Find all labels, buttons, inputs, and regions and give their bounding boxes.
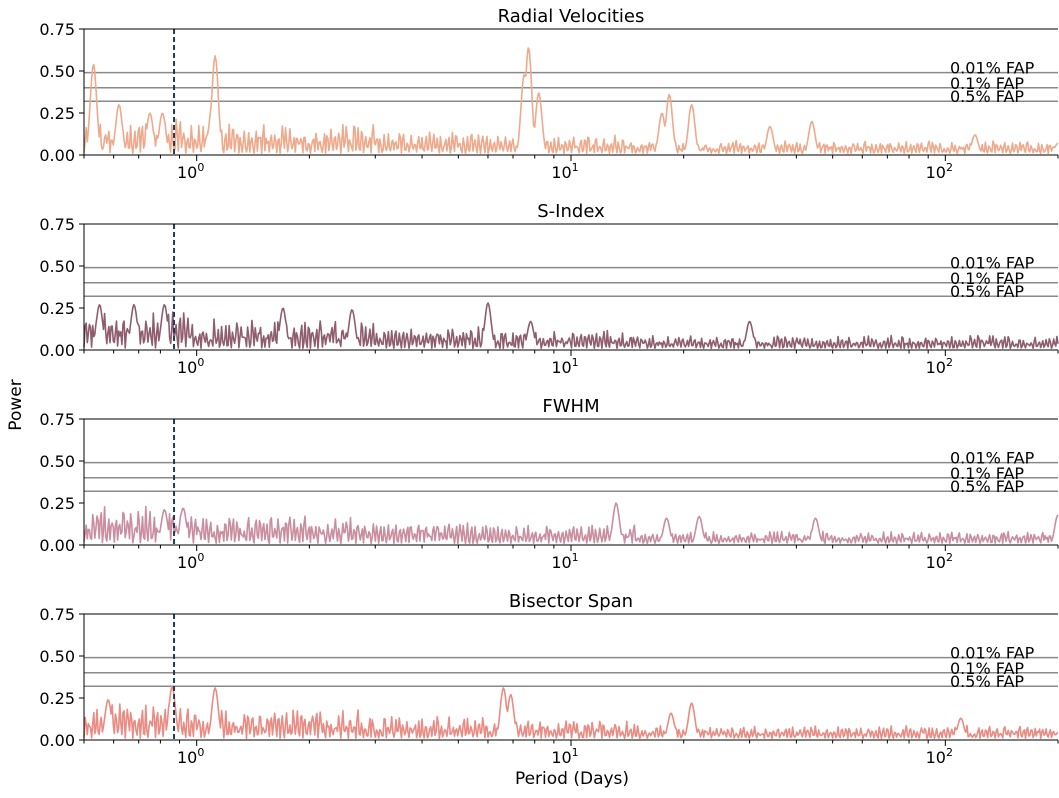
fap-label: 0.01% FAP bbox=[950, 644, 1035, 663]
y-tick-label: 0.50 bbox=[39, 257, 75, 276]
y-tick-label: 0.00 bbox=[39, 146, 75, 165]
x-tick-base: 10 bbox=[926, 163, 946, 182]
x-tick-label: 101 bbox=[551, 161, 578, 182]
fap-label: 0.1% FAP bbox=[950, 269, 1024, 288]
y-tick-label: 0.50 bbox=[39, 452, 75, 471]
x-tick-label: 102 bbox=[926, 551, 953, 572]
y-tick-label: 0.25 bbox=[39, 104, 75, 123]
y-tick-label: 0.00 bbox=[39, 731, 75, 750]
x-tick-exponent: 2 bbox=[946, 746, 953, 759]
x-tick-exponent: 1 bbox=[572, 746, 579, 759]
y-tick-label: 0.25 bbox=[39, 299, 75, 318]
x-tick-exponent: 1 bbox=[572, 161, 579, 174]
x-tick-label: 102 bbox=[926, 746, 953, 767]
y-axis-label: Power bbox=[6, 379, 26, 430]
x-tick-base: 10 bbox=[926, 748, 946, 767]
x-axis-label: Period (Days) bbox=[515, 769, 629, 789]
x-tick-base: 10 bbox=[551, 163, 571, 182]
fap-label: 0.5% FAP bbox=[950, 672, 1024, 691]
x-tick-base: 10 bbox=[177, 748, 197, 767]
x-tick-label: 102 bbox=[926, 356, 953, 377]
series-line bbox=[83, 47, 1059, 155]
fap-label: 0.01% FAP bbox=[950, 449, 1035, 468]
y-tick-label: 0.75 bbox=[39, 410, 75, 429]
x-tick-base: 10 bbox=[551, 748, 571, 767]
fap-label: 0.01% FAP bbox=[950, 254, 1035, 273]
x-tick-exponent: 0 bbox=[197, 746, 204, 759]
fap-label: 0.1% FAP bbox=[950, 659, 1024, 678]
series-line bbox=[83, 302, 1059, 350]
x-tick-label: 101 bbox=[551, 551, 578, 572]
fap-label: 0.5% FAP bbox=[950, 282, 1024, 301]
fap-label: 0.5% FAP bbox=[950, 477, 1024, 496]
x-tick-exponent: 2 bbox=[946, 356, 953, 369]
x-tick-base: 10 bbox=[177, 553, 197, 572]
panel-title: FWHM bbox=[542, 396, 599, 417]
fap-label: 0.5% FAP bbox=[950, 87, 1024, 106]
series-line bbox=[83, 685, 1059, 740]
x-tick-exponent: 2 bbox=[946, 161, 953, 174]
x-tick-label: 101 bbox=[551, 746, 578, 767]
y-tick-label: 0.50 bbox=[39, 647, 75, 666]
y-tick-label: 0.00 bbox=[39, 341, 75, 360]
y-tick-label: 0.25 bbox=[39, 689, 75, 708]
x-tick-base: 10 bbox=[551, 553, 571, 572]
panel-title: Bisector Span bbox=[509, 591, 633, 612]
x-tick-base: 10 bbox=[926, 358, 946, 377]
x-tick-label: 100 bbox=[177, 356, 204, 377]
x-tick-label: 100 bbox=[177, 551, 204, 572]
x-tick-exponent: 2 bbox=[946, 551, 953, 564]
x-tick-exponent: 1 bbox=[572, 356, 579, 369]
x-tick-exponent: 0 bbox=[197, 356, 204, 369]
x-tick-label: 101 bbox=[551, 356, 578, 377]
y-tick-label: 0.50 bbox=[39, 62, 75, 81]
x-tick-exponent: 0 bbox=[197, 161, 204, 174]
y-tick-label: 0.75 bbox=[39, 605, 75, 624]
panel-title: Radial Velocities bbox=[498, 6, 645, 27]
panel-title: S-Index bbox=[537, 201, 605, 222]
x-tick-base: 10 bbox=[926, 553, 946, 572]
x-tick-label: 100 bbox=[177, 161, 204, 182]
fap-label: 0.01% FAP bbox=[950, 59, 1035, 78]
y-tick-label: 0.00 bbox=[39, 536, 75, 555]
fap-label: 0.1% FAP bbox=[950, 74, 1024, 93]
x-tick-label: 102 bbox=[926, 161, 953, 182]
y-tick-label: 0.25 bbox=[39, 494, 75, 513]
x-tick-exponent: 0 bbox=[197, 551, 204, 564]
x-tick-base: 10 bbox=[177, 358, 197, 377]
series-line bbox=[83, 502, 1059, 545]
y-tick-label: 0.75 bbox=[39, 20, 75, 39]
y-tick-label: 0.75 bbox=[39, 215, 75, 234]
x-tick-exponent: 1 bbox=[572, 551, 579, 564]
x-tick-base: 10 bbox=[177, 163, 197, 182]
x-tick-base: 10 bbox=[551, 358, 571, 377]
x-tick-label: 100 bbox=[177, 746, 204, 767]
fap-label: 0.1% FAP bbox=[950, 464, 1024, 483]
